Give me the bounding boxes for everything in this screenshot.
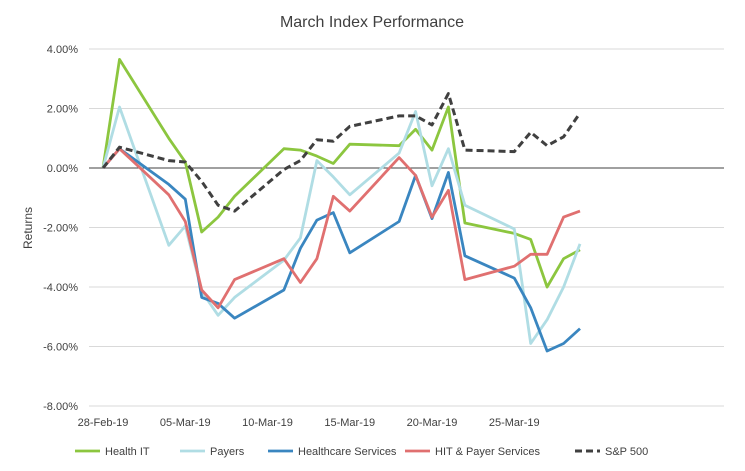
y-tick-label: 4.00% [47,44,78,56]
x-tick-label: 05-Mar-19 [160,417,211,429]
series-line-healthcare-services [101,147,581,353]
gridlines [89,48,724,407]
series-lines [101,58,582,353]
x-tick-label: 10-Mar-19 [242,417,293,429]
y-tick-label: -8.00% [43,401,78,413]
x-axis-ticks: 28-Feb-19 05-Mar-19 10-Mar-19 15-Mar-19 20-M… [78,417,540,429]
series-line-health-it [101,58,581,289]
y-axis-title: Returns [21,207,35,249]
legend: Health IT Payers Healthcare Services HIT & … [75,446,648,458]
y-tick-label: 0.00% [47,163,78,175]
x-tick-label: 28-Feb-19 [78,417,129,429]
x-tick-label: 20-Mar-19 [407,417,458,429]
series-line-payers [101,105,582,345]
series-line-s-p-500 [101,92,582,213]
chart-title: March Index Performance [280,14,464,31]
legend-label-health-it: Health IT [105,446,150,458]
x-tick-label: 15-Mar-19 [324,417,375,429]
legend-label-payers: Payers [210,446,245,458]
y-tick-label: -4.00% [43,282,78,294]
series-line-hit-payer-services [101,147,581,310]
legend-label-s-p-500: S&P 500 [605,446,648,458]
y-tick-label: 2.00% [47,104,78,116]
y-axis-ticks: 4.00% 2.00% 0.00% -2.00% -4.00% -6.00% -8.00% [43,44,78,413]
y-tick-label: -6.00% [43,342,78,354]
y-tick-label: -2.00% [43,223,78,235]
legend-label-healthcare-services: Healthcare Services [298,446,397,458]
x-tick-label: 25-Mar-19 [489,417,540,429]
legend-label-hit-payer-services: HIT & Payer Services [435,446,540,458]
